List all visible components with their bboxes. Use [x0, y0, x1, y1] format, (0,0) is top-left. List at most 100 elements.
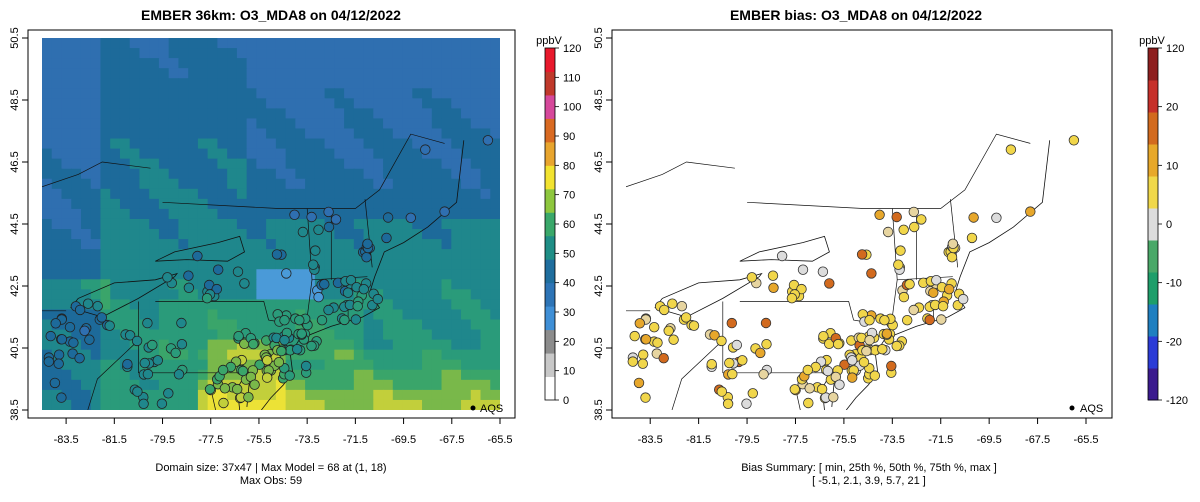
model-cell — [168, 289, 180, 301]
bias-site-marker — [966, 232, 978, 244]
model-cell — [295, 178, 306, 190]
obs-site-marker — [152, 355, 164, 366]
model-cell — [246, 128, 257, 140]
bias-site-marker — [893, 259, 904, 270]
model-cell — [227, 48, 238, 59]
colorbar-swatch — [1148, 336, 1158, 369]
model-cell — [139, 178, 150, 190]
model-cell — [451, 229, 462, 240]
model-cell — [402, 239, 413, 250]
model-cell — [412, 399, 423, 410]
obs-site-marker — [53, 349, 65, 360]
model-cell — [90, 78, 102, 89]
model-cell — [158, 359, 170, 371]
model-cell — [275, 48, 287, 59]
model-cell — [334, 138, 345, 150]
x-tick-label: -79.5 — [735, 434, 760, 446]
model-cell — [402, 148, 413, 160]
model-cell — [217, 68, 228, 79]
model-cell — [373, 329, 384, 341]
model-cell — [61, 389, 72, 401]
model-cell — [119, 249, 131, 260]
model-cell — [275, 198, 287, 210]
model-cell — [266, 148, 277, 160]
model-cell — [461, 88, 472, 99]
colorbar-swatch — [1148, 80, 1158, 113]
model-cell — [392, 108, 404, 120]
model-cell — [363, 208, 374, 220]
model-cell — [207, 128, 219, 140]
model-cell — [383, 198, 394, 210]
x-tick-label: -69.5 — [391, 434, 416, 446]
model-cell — [90, 319, 102, 331]
model-cell — [383, 399, 394, 410]
model-cell — [71, 148, 82, 160]
model-cell — [110, 218, 121, 230]
model-cell — [236, 218, 248, 230]
model-cell — [61, 349, 72, 361]
bias-site-marker — [817, 266, 829, 277]
model-cell — [451, 329, 462, 341]
model-cell — [461, 148, 472, 160]
model-cell — [207, 259, 219, 270]
bias-site-marker — [741, 398, 752, 409]
model-cell — [295, 269, 306, 280]
model-cell — [305, 48, 316, 59]
model-cell — [236, 78, 248, 89]
model-cell — [158, 289, 170, 301]
model-cell — [314, 88, 326, 99]
model-cell — [402, 158, 413, 170]
model-cell — [236, 158, 248, 170]
obs-site-marker — [212, 264, 224, 275]
model-cell — [61, 38, 72, 49]
model-cell — [149, 279, 160, 290]
model-cell — [470, 98, 482, 109]
model-cell — [431, 249, 443, 260]
model-cell — [402, 329, 413, 341]
model-cell — [314, 158, 326, 170]
colorbar-swatch — [545, 212, 555, 237]
model-cell — [392, 38, 404, 49]
model-cell — [305, 229, 316, 240]
model-cell — [383, 259, 394, 270]
model-cell — [119, 148, 131, 160]
model-cell — [305, 389, 316, 401]
obs-site-marker — [358, 284, 370, 295]
model-cell — [51, 148, 63, 160]
model-cell — [227, 178, 238, 190]
model-cell — [363, 48, 374, 59]
model-cell — [461, 349, 472, 361]
bias-site-marker — [874, 209, 885, 221]
model-cell — [285, 128, 296, 140]
obs-site-marker — [273, 357, 285, 368]
model-cell — [256, 88, 267, 99]
model-cell — [129, 108, 141, 120]
model-cell — [61, 239, 72, 250]
model-cell — [295, 168, 306, 180]
model-cell — [402, 138, 413, 150]
model-cell — [441, 369, 452, 381]
model-cell — [129, 319, 141, 331]
model-cell — [373, 208, 384, 220]
model-cell — [256, 289, 267, 301]
model-cell — [227, 319, 238, 331]
model-cell — [158, 208, 170, 220]
model-cell — [422, 98, 433, 109]
model-cell — [158, 198, 170, 210]
model-cell — [334, 58, 345, 69]
model-cell — [314, 218, 326, 230]
obs-site-marker — [201, 293, 213, 304]
model-cell — [461, 379, 472, 391]
model-cell — [431, 329, 443, 341]
model-cell — [168, 309, 180, 321]
model-cell — [305, 128, 316, 140]
model-cell — [295, 158, 306, 170]
model-cell — [158, 38, 170, 49]
model-cell — [344, 369, 355, 381]
model-cell — [344, 38, 355, 49]
y-tick-label: 46.5 — [593, 151, 605, 172]
model-cell — [431, 359, 443, 371]
bias-site-marker — [706, 359, 717, 370]
model-cell — [236, 108, 248, 120]
model-cell — [314, 48, 326, 59]
